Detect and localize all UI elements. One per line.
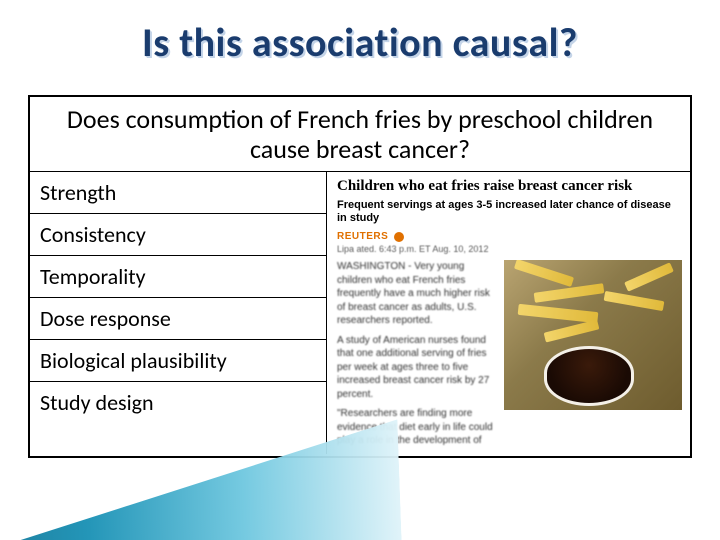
- article-text: WASHINGTON - Very young children who eat…: [337, 260, 496, 454]
- criteria-item: Consistency: [30, 213, 326, 255]
- article-photo: [504, 260, 682, 410]
- criteria-item: Temporality: [30, 255, 326, 297]
- source-label: REUTERS: [337, 231, 388, 242]
- content-body: Strength Consistency Temporality Dose re…: [30, 171, 690, 454]
- criteria-item: Dose response: [30, 297, 326, 339]
- article-meta: Lipa ated. 6:43 p.m. ET Aug. 10, 2012: [337, 244, 682, 254]
- criteria-item: Biological plausibility: [30, 339, 326, 381]
- source-dot-icon: [394, 232, 404, 242]
- article-headline: Children who eat fries raise breast canc…: [337, 178, 682, 195]
- bowl-icon: [544, 346, 634, 406]
- article-paragraph: WASHINGTON - Very young children who eat…: [337, 260, 496, 328]
- article-subhead: Frequent servings at ages 3-5 increased …: [337, 199, 682, 225]
- news-clipping: Children who eat fries raise breast canc…: [327, 171, 690, 454]
- article-paragraph: A study of American nurses found that on…: [337, 334, 496, 402]
- question-subtitle: Does consumption of French fries by pres…: [30, 105, 690, 171]
- source-line: REUTERS: [337, 231, 682, 242]
- criteria-item: Strength: [30, 171, 326, 213]
- slide: Is this association causal? Does consump…: [0, 0, 720, 540]
- criteria-item: Study design: [30, 381, 326, 423]
- criteria-list: Strength Consistency Temporality Dose re…: [30, 171, 327, 454]
- content-box: Does consumption of French fries by pres…: [28, 95, 692, 458]
- slide-title: Is this association causal?: [28, 18, 692, 67]
